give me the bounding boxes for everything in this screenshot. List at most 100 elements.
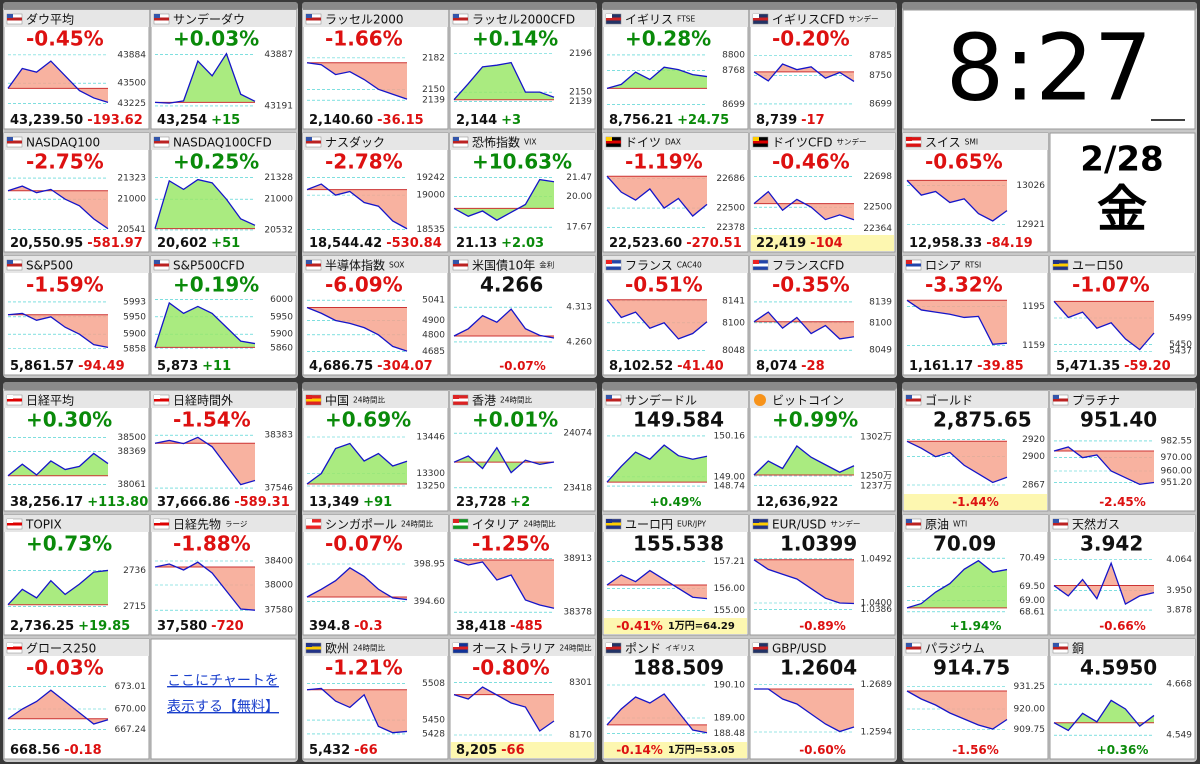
diff: +2	[510, 495, 530, 510]
tile: 日経時間外 38383 37546 -1.54% 37,666.86 -589.31	[150, 390, 297, 512]
diff: -94.49	[78, 359, 125, 374]
change: -0.46%	[772, 150, 850, 174]
tile-title: ラッセル2000CFD	[472, 12, 575, 26]
y-tick-label: 38378	[563, 608, 592, 618]
tile-title: ゴールド	[925, 392, 973, 407]
change: +0.25%	[173, 150, 259, 174]
tile-name: ビットコイン	[772, 393, 844, 407]
chart-link[interactable]: 表示する【無料】	[167, 699, 279, 715]
price-row: 5,432 -66	[309, 743, 378, 758]
area	[754, 559, 854, 604]
y-tick-label: 1.2689	[861, 680, 893, 690]
price-line	[154, 561, 256, 611]
tile: NASDAQ100CFD 21328 21000 20532 +0.25% 20,602 +…	[150, 132, 297, 253]
tile-name: EUR/USD	[772, 517, 826, 531]
tile-header	[903, 391, 1048, 408]
flag-part	[7, 260, 13, 264]
y-tick-label: 2900	[1022, 452, 1045, 462]
flag-part	[753, 519, 759, 523]
price-row: 22,523.60 -270.51	[609, 236, 742, 251]
highlight-band	[604, 618, 747, 634]
price-row: 13,349 +91	[309, 495, 392, 510]
y-tick-label: 5041	[422, 296, 445, 306]
y-tick-label: 909.75	[1014, 725, 1046, 735]
tile-title: EUR/USD サンデー	[772, 517, 860, 531]
tile: サンデーダウ 43887 43191 +0.03% 43,254 +15	[150, 9, 297, 130]
price: 4.5950	[1080, 656, 1157, 680]
tile-sub: WTI	[953, 520, 967, 529]
price-line	[606, 299, 708, 340]
price-line	[7, 312, 109, 349]
y-tick-label: 12921	[1016, 220, 1045, 230]
tile-title: ユーロ50	[1072, 258, 1123, 272]
price: 1,161.17	[909, 359, 973, 374]
tile-header	[750, 515, 895, 532]
price: 8,074	[756, 359, 797, 374]
price-line	[154, 178, 256, 229]
tile-header	[303, 515, 448, 532]
flag-part	[306, 522, 321, 526]
area	[607, 67, 707, 89]
diff: -59.20	[1124, 359, 1171, 374]
tile: NASDAQ100 21323 21000 20541 -2.75% 20,550.95-…	[3, 132, 150, 253]
highlight-band	[604, 742, 747, 758]
tile-header	[151, 391, 296, 408]
y-tick-label: 5900	[123, 330, 146, 340]
flag-part	[1053, 646, 1068, 650]
price: 5,873	[157, 359, 198, 374]
flag-part	[1053, 395, 1059, 399]
price-line	[606, 66, 708, 89]
tile-title: ビットコイン	[772, 393, 844, 407]
tile-title: グロース250	[26, 641, 96, 655]
flag-part	[306, 519, 312, 523]
price: 914.75	[933, 656, 1010, 680]
y-tick-label: 19000	[416, 191, 445, 201]
tile: ナスダック 19242 19000 18535 -2.78% 18,544.42 -530.…	[302, 132, 449, 253]
price-line	[306, 183, 408, 230]
diff: +19.85	[78, 619, 130, 634]
change: +0.03%	[173, 27, 259, 51]
change: +0.99%	[772, 408, 858, 432]
group-header	[302, 382, 597, 390]
flag-part	[1053, 260, 1059, 264]
y-tick-label: 5900	[270, 330, 293, 340]
y-tick-label: 5950	[123, 312, 146, 322]
tile-bg	[3, 390, 150, 512]
tile-title: サンデードル	[625, 392, 697, 407]
tile-header	[303, 391, 448, 408]
chart-link[interactable]: ここにチャートを	[167, 673, 279, 689]
flag-icon	[754, 394, 766, 406]
flag-part	[1053, 522, 1068, 526]
tile-title: S&P500CFD	[173, 258, 245, 272]
tile-sub: 24時間比	[559, 643, 592, 653]
price: 5,432	[309, 743, 350, 758]
tile-title: 中国 24時間比	[325, 392, 386, 407]
tile-bg	[449, 255, 596, 376]
price-line	[606, 569, 708, 600]
change: -1.19%	[625, 150, 703, 174]
price-row: 18,544.42 -530.84	[309, 236, 442, 251]
price-line	[453, 559, 555, 609]
group-header	[3, 2, 298, 10]
yen-rate: 1万円=53.05	[668, 744, 735, 756]
tile-title: 欧州 24時間比	[325, 641, 386, 655]
group-header	[602, 2, 897, 10]
diff: -28	[801, 359, 825, 374]
y-tick-label: 8301	[569, 678, 592, 688]
flag-part	[306, 17, 321, 21]
area	[754, 191, 854, 220]
change: -0.80%	[472, 656, 550, 680]
diff: -17	[801, 113, 825, 128]
flag-part	[453, 395, 459, 399]
change: -1.59%	[26, 273, 104, 297]
y-tick-label: 8750	[869, 71, 892, 81]
tile: ドイツCFD サンデー 22698 22500 22364 -0.46% 22,419 -10…	[749, 132, 896, 253]
price-row: 12,958.33 -84.19	[909, 236, 1033, 251]
flag-part	[154, 137, 160, 141]
tile-header	[4, 133, 149, 150]
tile-bg	[449, 9, 596, 130]
y-tick-label: 68.61	[1019, 607, 1045, 617]
price-line	[7, 452, 109, 477]
